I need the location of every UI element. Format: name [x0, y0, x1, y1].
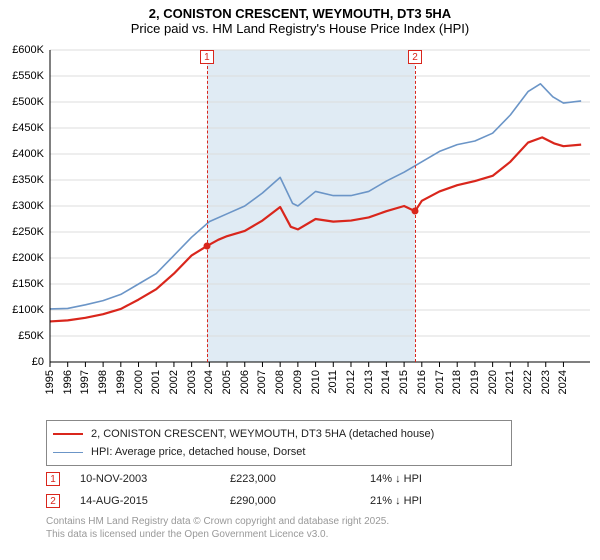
annotation-marker-icon: 1 — [46, 472, 60, 486]
x-tick-label: 2019 — [469, 370, 481, 394]
x-tick-label: 2020 — [487, 370, 499, 394]
x-tick-label: 2003 — [186, 370, 198, 394]
annotation-marker-icon: 2 — [46, 494, 60, 508]
x-tick-label: 1995 — [44, 370, 56, 394]
y-tick-label: £150K — [4, 278, 44, 290]
x-tick-label: 1996 — [62, 370, 74, 394]
x-tick-label: 2013 — [363, 370, 375, 394]
legend-label: 2, CONISTON CRESCENT, WEYMOUTH, DT3 5HA … — [91, 428, 434, 440]
x-tick-label: 2009 — [292, 370, 304, 394]
annotation-point — [412, 208, 419, 215]
legend-label: HPI: Average price, detached house, Dors… — [91, 446, 305, 458]
y-tick-label: £600K — [4, 44, 44, 56]
legend-swatch-price — [53, 433, 83, 435]
legend-item: 2, CONISTON CRESCENT, WEYMOUTH, DT3 5HA … — [53, 425, 505, 443]
annotation-row: 1 10-NOV-2003 £223,000 14% ↓ HPI — [46, 468, 566, 490]
attribution-line-2: This data is licensed under the Open Gov… — [46, 529, 586, 542]
x-tick-label: 2021 — [504, 370, 516, 394]
y-tick-label: £0 — [4, 356, 44, 368]
title-line-2: Price paid vs. HM Land Registry's House … — [0, 21, 600, 36]
y-tick-label: £200K — [4, 252, 44, 264]
x-tick-label: 2018 — [451, 370, 463, 394]
x-tick-label: 2002 — [168, 370, 180, 394]
x-tick-label: 2010 — [310, 370, 322, 394]
y-tick-label: £400K — [4, 148, 44, 160]
y-tick-label: £100K — [4, 304, 44, 316]
x-tick-label: 2005 — [221, 370, 233, 394]
y-tick-label: £250K — [4, 226, 44, 238]
annotation-table: 1 10-NOV-2003 £223,000 14% ↓ HPI 2 14-AU… — [46, 468, 566, 512]
y-tick-label: £450K — [4, 122, 44, 134]
annotation-price: £223,000 — [230, 473, 370, 485]
y-tick-label: £50K — [4, 330, 44, 342]
y-tick-label: £300K — [4, 200, 44, 212]
x-tick-label: 1997 — [79, 370, 91, 394]
annotation-diff: 14% ↓ HPI — [370, 473, 490, 485]
x-tick-label: 1998 — [97, 370, 109, 394]
annotation-date: 14-AUG-2015 — [80, 495, 230, 507]
x-tick-label: 2017 — [434, 370, 446, 394]
x-tick-label: 2001 — [150, 370, 162, 394]
y-tick-label: £550K — [4, 70, 44, 82]
series-hpi — [50, 84, 581, 309]
price-chart: £0 £50K £100K £150K £200K £250K £300K £350K £400… — [4, 44, 596, 414]
annotation-vline — [207, 66, 208, 362]
y-tick-label: £500K — [4, 96, 44, 108]
legend-item: HPI: Average price, detached house, Dors… — [53, 443, 505, 461]
attribution-text: Contains HM Land Registry data © Crown c… — [46, 516, 586, 541]
x-tick-label: 1999 — [115, 370, 127, 394]
annotation-diff: 21% ↓ HPI — [370, 495, 490, 507]
annotation-marker-icon: 2 — [408, 50, 422, 64]
chart-title: 2, CONISTON CRESCENT, WEYMOUTH, DT3 5HA … — [0, 0, 600, 38]
x-tick-label: 2023 — [540, 370, 552, 394]
x-tick-label: 2012 — [345, 370, 357, 394]
annotation-point — [203, 243, 210, 250]
x-tick-label: 2007 — [256, 370, 268, 394]
annotation-price: £290,000 — [230, 495, 370, 507]
attribution-line-1: Contains HM Land Registry data © Crown c… — [46, 516, 586, 529]
legend-swatch-hpi — [53, 452, 83, 453]
x-tick-label: 2004 — [203, 370, 215, 394]
x-tick-label: 2016 — [416, 370, 428, 394]
chart-svg — [4, 44, 596, 368]
x-tick-label: 2011 — [327, 370, 339, 394]
x-tick-label: 2000 — [133, 370, 145, 394]
x-tick-label: 2024 — [557, 370, 569, 394]
x-tick-label: 2015 — [398, 370, 410, 394]
annotation-date: 10-NOV-2003 — [80, 473, 230, 485]
annotation-marker-icon: 1 — [200, 50, 214, 64]
annotation-row: 2 14-AUG-2015 £290,000 21% ↓ HPI — [46, 490, 566, 512]
series-price_paid — [50, 137, 581, 321]
title-line-1: 2, CONISTON CRESCENT, WEYMOUTH, DT3 5HA — [0, 6, 600, 21]
y-tick-label: £350K — [4, 174, 44, 186]
x-tick-label: 2006 — [239, 370, 251, 394]
x-tick-label: 2008 — [274, 370, 286, 394]
x-tick-label: 2014 — [380, 370, 392, 394]
legend: 2, CONISTON CRESCENT, WEYMOUTH, DT3 5HA … — [46, 420, 512, 466]
x-tick-label: 2022 — [522, 370, 534, 394]
